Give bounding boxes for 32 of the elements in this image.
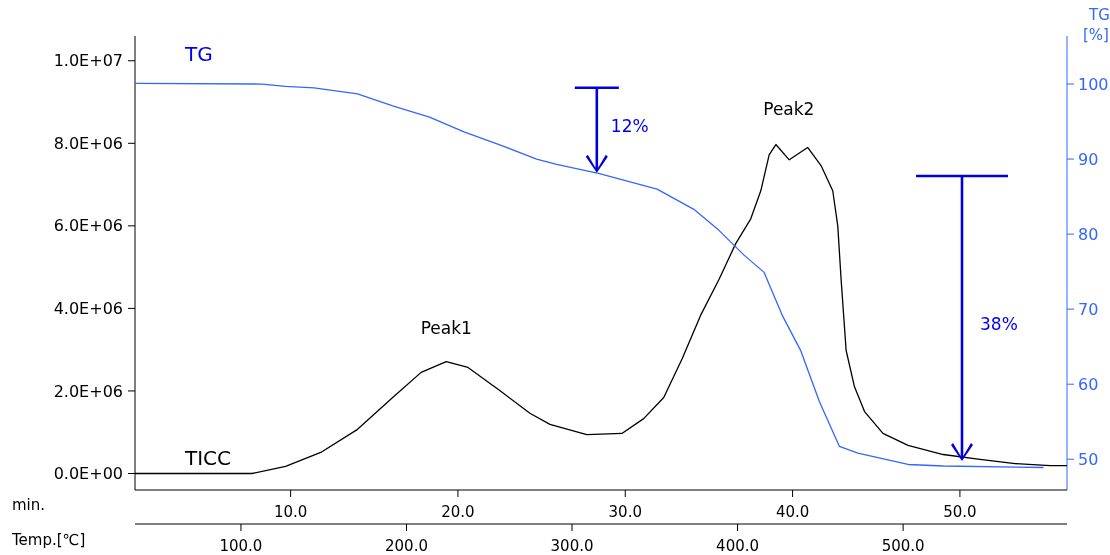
y2-axis-title: TG [%]: [1083, 6, 1110, 44]
y2-tick-label: 70: [1078, 299, 1099, 319]
y2-tick-label: 100: [1078, 74, 1109, 94]
y-tick-label: 2.0E+06: [53, 381, 123, 401]
annotation: 12%: [610, 115, 649, 136]
line-series: [134, 82, 1045, 469]
y-tick-label: 4.0E+06: [53, 299, 123, 318]
y2-tick-label: 60: [1078, 374, 1099, 394]
y-tick-label: 0.0E+00: [53, 464, 123, 484]
y2-tick-label: 90: [1078, 149, 1099, 169]
x2-axis-title: Temp.[℃]: [11, 531, 86, 549]
y-tick-label: 8.0E+06: [53, 133, 123, 153]
x-tick-label: 20.0: [441, 503, 475, 521]
x-tick-label: 50.0: [943, 503, 977, 521]
x2-tick-label: 500.0: [881, 537, 925, 555]
y2-tick-label: 80: [1078, 224, 1099, 244]
x-tick-label: 40.0: [775, 503, 810, 521]
x-axis-title: min.: [12, 496, 46, 514]
y-tick-label: 6.0E+06: [53, 216, 123, 236]
x2-tick-label: 300.0: [550, 537, 594, 555]
series-label: TG: [184, 42, 213, 67]
annotation: 38%: [980, 314, 1018, 334]
annotation: Peak2: [763, 98, 815, 119]
series-label: TICC: [184, 446, 232, 471]
annotation: Peak1: [420, 317, 472, 338]
y-tick-label: 1.0E+07: [53, 51, 123, 71]
x-tick-label: 30.0: [608, 503, 642, 521]
x2-tick-label: 400.0: [716, 537, 760, 555]
x-tick-label: 10.0: [273, 503, 308, 521]
x2-tick-label: 200.0: [385, 537, 428, 555]
y2-tick-label: 50: [1078, 449, 1099, 469]
x2-tick-label: 100.0: [219, 537, 263, 555]
